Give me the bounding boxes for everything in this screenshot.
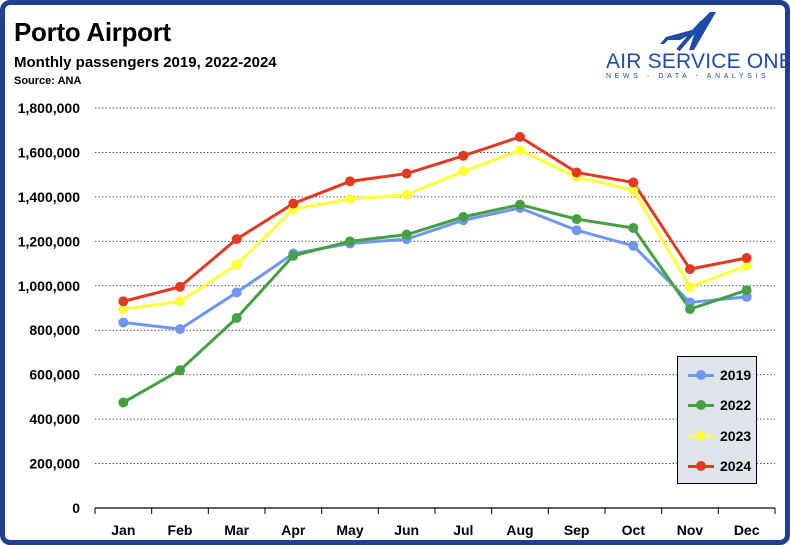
y-tick-label: 1,600,000 bbox=[18, 144, 80, 160]
y-tick-label: 400,000 bbox=[29, 411, 80, 427]
y-tick-label: 1,400,000 bbox=[18, 189, 80, 205]
chart-source: Source: ANA bbox=[14, 75, 82, 87]
legend-marker-2022 bbox=[696, 400, 706, 410]
x-tick-label: Aug bbox=[506, 522, 533, 538]
data-point-2022 bbox=[741, 285, 752, 296]
chart-subtitle: Monthly passengers 2019, 2022-2024 bbox=[14, 54, 277, 71]
x-tick-label: Dec bbox=[734, 522, 760, 538]
x-tick-label: May bbox=[336, 522, 363, 538]
legend-item-2019: 2019 bbox=[686, 365, 756, 385]
data-point-2019 bbox=[628, 240, 639, 251]
y-tick-label: 600,000 bbox=[29, 367, 80, 383]
data-point-2024 bbox=[741, 253, 752, 263]
legend-label-2023: 2023 bbox=[720, 428, 752, 444]
series-line-2023 bbox=[123, 148, 748, 311]
legend-item-2023: 2023 bbox=[686, 426, 756, 446]
chart-title: Porto Airport bbox=[14, 17, 171, 47]
data-point-2022 bbox=[288, 250, 299, 261]
y-tick-label: 1,000,000 bbox=[18, 278, 80, 294]
data-point-2024 bbox=[458, 150, 469, 161]
x-tick-label: Sep bbox=[564, 522, 590, 538]
chart-legend: 2019 2022 2023 2024 bbox=[677, 356, 757, 484]
data-point-2023 bbox=[458, 166, 469, 177]
logo-tagline: NEWS - DATA - ANALYSIS bbox=[606, 73, 770, 80]
data-point-2023 bbox=[515, 145, 525, 156]
data-point-2024 bbox=[175, 281, 185, 292]
x-tick-label: Nov bbox=[677, 522, 704, 538]
legend-marker-2023 bbox=[696, 431, 706, 441]
airplane-a-logo-icon bbox=[660, 12, 716, 52]
y-tick-label: 200,000 bbox=[29, 456, 80, 472]
data-point-2024 bbox=[401, 168, 412, 179]
x-tick-label: Feb bbox=[168, 522, 193, 538]
x-tick-label: Mar bbox=[224, 522, 249, 538]
legend-label-2024: 2024 bbox=[720, 458, 752, 474]
legend-item-2024: 2024 bbox=[686, 456, 756, 476]
series-line-2022 bbox=[122, 203, 748, 404]
x-tick-label: Jan bbox=[111, 522, 135, 538]
data-point-2022 bbox=[628, 223, 639, 233]
data-point-2023 bbox=[231, 259, 242, 270]
y-tick-label: 1,800,000 bbox=[18, 100, 80, 116]
data-point-2024 bbox=[571, 167, 582, 178]
data-point-2019 bbox=[118, 317, 129, 328]
x-tick-label: Jun bbox=[394, 522, 419, 538]
series-line-2024 bbox=[122, 135, 747, 303]
data-point-2022 bbox=[571, 214, 582, 225]
data-point-2024 bbox=[118, 296, 129, 307]
data-point-2023 bbox=[628, 185, 639, 196]
x-tick-label: Jul bbox=[453, 522, 473, 538]
data-point-2023 bbox=[401, 189, 412, 200]
data-point-2023 bbox=[741, 260, 752, 271]
data-point-2022 bbox=[515, 199, 525, 210]
data-point-2024 bbox=[231, 234, 242, 245]
data-point-2022 bbox=[175, 365, 185, 376]
data-point-2024 bbox=[685, 264, 695, 275]
data-point-2019 bbox=[231, 287, 242, 298]
data-point-2024 bbox=[628, 177, 639, 188]
data-point-2019 bbox=[571, 225, 582, 236]
data-point-2024 bbox=[515, 131, 525, 142]
legend-label-2022: 2022 bbox=[720, 397, 752, 413]
x-tick-label: Oct bbox=[622, 522, 646, 538]
data-point-2022 bbox=[401, 229, 412, 240]
legend-label-2019: 2019 bbox=[720, 367, 752, 383]
data-point-2022 bbox=[458, 211, 469, 222]
y-tick-label: 0 bbox=[72, 500, 80, 516]
data-point-2024 bbox=[288, 198, 299, 209]
data-point-2022 bbox=[345, 236, 355, 247]
data-point-2022 bbox=[118, 397, 129, 408]
logo-name: AIR SERVICE ONE bbox=[606, 50, 790, 73]
data-point-2023 bbox=[345, 194, 355, 205]
data-point-2023 bbox=[175, 296, 185, 307]
x-tick-label: Apr bbox=[281, 522, 306, 538]
data-point-2019 bbox=[175, 324, 185, 335]
y-tick-label: 1,200,000 bbox=[18, 233, 80, 249]
data-point-2023 bbox=[685, 281, 695, 292]
legend-marker-2024 bbox=[696, 461, 706, 471]
legend-item-2022: 2022 bbox=[686, 395, 756, 415]
y-tick-label: 800,000 bbox=[29, 322, 80, 338]
data-point-2024 bbox=[345, 176, 355, 187]
data-point-2022 bbox=[685, 304, 695, 315]
legend-marker-2019 bbox=[696, 370, 706, 380]
data-point-2022 bbox=[231, 313, 242, 323]
series-line-2019 bbox=[123, 206, 747, 331]
data-point-2023 bbox=[118, 304, 129, 315]
